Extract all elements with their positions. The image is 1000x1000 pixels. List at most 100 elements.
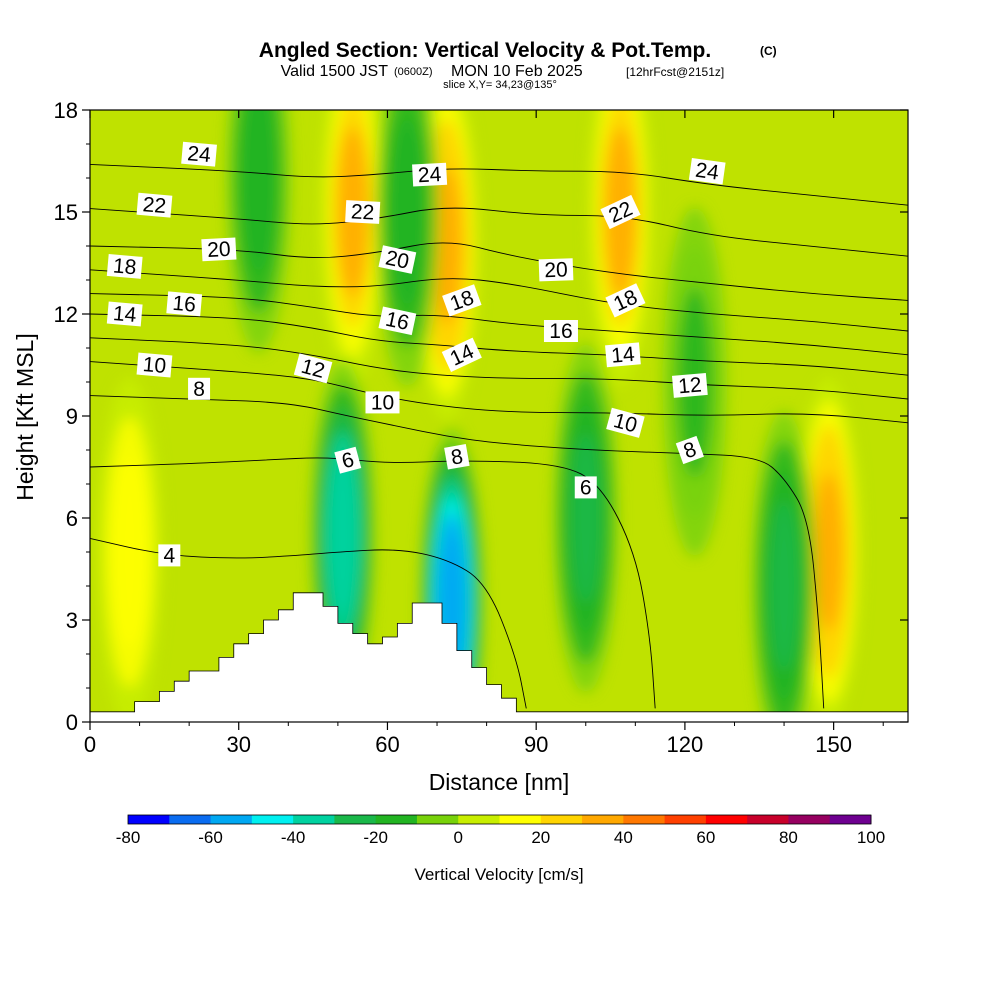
contour-label-box (201, 237, 237, 262)
contour-label: 10 (136, 352, 173, 378)
downdraft-core (375, 110, 440, 387)
contour-label-text: 6 (580, 476, 592, 499)
colorbar-swatch (499, 815, 542, 824)
contour-label-text: 8 (449, 445, 465, 470)
subtitle-utc: (0600Z) (394, 66, 433, 78)
downdraft-core (226, 110, 291, 353)
colorbar-swatch (251, 815, 294, 824)
contour-label: 20 (538, 258, 574, 282)
contour-label-text: 20 (207, 238, 232, 262)
isentrope-24 (90, 163, 908, 206)
colorbar-swatch (788, 815, 831, 824)
contour-label-text: 16 (549, 320, 572, 343)
contour-label-text: 4 (163, 544, 175, 567)
colorbar-swatch (375, 815, 418, 824)
contour-label-text: 20 (383, 246, 411, 273)
colorbar-swatch (540, 815, 583, 824)
colorbar-swatch (705, 815, 748, 824)
contour-label: 8 (188, 377, 211, 401)
contour-label-box (538, 258, 574, 282)
colorbar-tick-label: 60 (696, 828, 715, 847)
contour-label-text: 20 (544, 258, 568, 282)
y-axis: 0 3 6 9 12 15 18 (54, 98, 908, 735)
contour-label: 18 (442, 284, 482, 317)
contour-label: 8 (444, 444, 470, 470)
colorbar-swatch (416, 815, 459, 824)
y-tick-label: 12 (54, 302, 78, 327)
contour-label-box (441, 337, 482, 372)
contour-label-box (365, 391, 400, 414)
colorbar-tick-label: 20 (531, 828, 550, 847)
contour-label-text: 22 (350, 200, 375, 224)
chart-title: Angled Section: Vertical Velocity & Pot.… (259, 39, 711, 62)
contour-label-box (378, 245, 417, 274)
isentrope-18 (90, 269, 908, 332)
contour-label-text: 8 (193, 378, 205, 401)
contour-label-box (166, 291, 203, 317)
contour-label: 6 (574, 476, 597, 499)
colorbar-tick-label: -40 (281, 828, 306, 847)
y-tick-label: 3 (66, 608, 78, 633)
contour-label-box (378, 306, 417, 336)
x-axis-label: Distance [nm] (429, 769, 570, 795)
contour-label-text: 24 (186, 142, 212, 167)
downdraft-core (553, 343, 618, 693)
contour-label-box (444, 444, 470, 470)
contour-label-box (158, 544, 181, 567)
contour-label-box (106, 301, 143, 327)
isentrope-10 (90, 361, 908, 424)
colorbar-title: Vertical Velocity [cm/s] (414, 865, 583, 884)
contour-label-box (293, 353, 333, 384)
colorbar-tick-label: 40 (614, 828, 633, 847)
contour-label-box (412, 162, 448, 187)
contour-label-text: 24 (694, 159, 721, 185)
colorbar-swatch (169, 815, 212, 824)
x-tick-label: 150 (815, 732, 852, 757)
downdraft-band (389, 117, 425, 307)
colorbar-tick-label: 100 (857, 828, 885, 847)
subtitle-line: Valid 1500 JST (0600Z) MON 10 Feb 2025 [… (281, 63, 725, 80)
downdraft-core (752, 411, 817, 722)
contour-label-box (136, 352, 173, 378)
vertical-velocity-field (97, 110, 861, 722)
x-tick-label: 60 (375, 732, 399, 757)
contour-label-text: 10 (142, 353, 167, 378)
colorbar-tick-label: -80 (116, 828, 141, 847)
contour-label-text: 14 (610, 343, 636, 368)
y-tick-label: 18 (54, 98, 78, 123)
x-tick-label: 30 (226, 732, 250, 757)
contour-label-box (675, 435, 704, 465)
contour-label: 22 (345, 200, 381, 225)
contour-label-box (606, 407, 645, 438)
updraft-band (112, 457, 147, 647)
contour-label: 16 (378, 306, 417, 336)
isentrope-8 (90, 395, 825, 709)
contour-label: 12 (671, 372, 708, 398)
contour-label-text: 22 (142, 193, 167, 218)
isentrope-6 (90, 457, 656, 709)
x-tick-label: 0 (84, 732, 96, 757)
colorbar-tick-label: -20 (363, 828, 388, 847)
contour-label-box (671, 372, 708, 398)
contour-label: 22 (136, 192, 173, 218)
y-axis-label: Height [Kft MSL] (12, 333, 38, 500)
contour-label: 10 (365, 391, 400, 414)
contour-label: 16 (166, 291, 203, 317)
colorbar-swatch (747, 815, 789, 824)
contour-label-box (181, 141, 217, 167)
isentrope-16 (90, 293, 908, 356)
contour-label-text: 12 (677, 373, 702, 398)
colorbar-swatch (664, 815, 707, 824)
x-tick-label: 120 (667, 732, 704, 757)
contour-label-box (442, 284, 482, 317)
colorbar: -80 -60 -40 -20 0 20 40 60 80 100 (116, 814, 885, 847)
updraft-band (814, 473, 844, 631)
contour-label: 4 (158, 544, 181, 567)
contour-label: 24 (412, 162, 448, 187)
colorbar-swatch (293, 815, 335, 824)
x-axis: 0 30 60 90 120 150 (84, 110, 884, 757)
x-tick-label: 90 (524, 732, 548, 757)
contour-label-box (688, 157, 726, 185)
